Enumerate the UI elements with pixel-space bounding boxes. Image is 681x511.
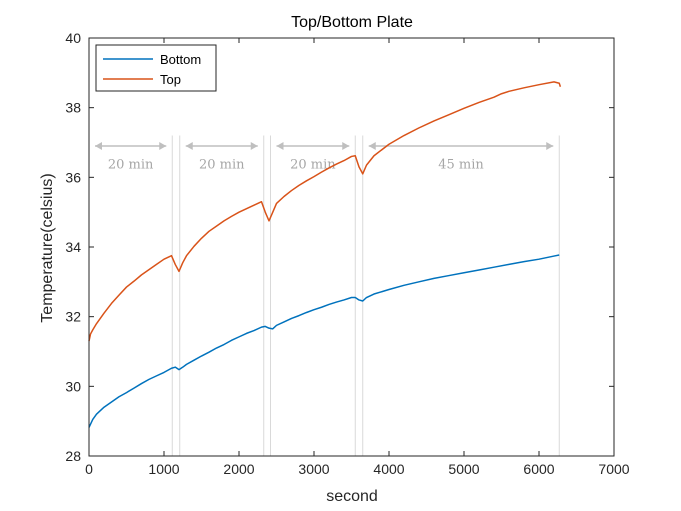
- annotation-arrowhead-right-3: [342, 141, 350, 150]
- x-tick-label: 1000: [148, 461, 179, 477]
- annotation-arrowhead-left-3: [276, 141, 284, 150]
- legend-label-top: Top: [160, 72, 181, 87]
- x-tick-label: 5000: [448, 461, 479, 477]
- y-tick-label: 40: [65, 30, 81, 46]
- annotation-arrowhead-left-4: [368, 141, 376, 150]
- annotation-arrowhead-left-2: [185, 141, 193, 150]
- x-tick-label: 4000: [373, 461, 404, 477]
- x-axis-title: second: [326, 488, 378, 505]
- x-tick-label: 2000: [223, 461, 254, 477]
- annotation-label-4: 45 min: [438, 157, 484, 172]
- y-axis-title: Temperature(celsius): [39, 173, 56, 322]
- plot-area: 20 min 20 min 20 min 45 min 0 1000 2000 3000 400…: [65, 30, 629, 477]
- legend-box: [95, 44, 217, 92]
- annotation-arrowhead-right-4: [546, 141, 554, 150]
- x-tick-label: 6000: [523, 461, 554, 477]
- x-tick-label: 3000: [298, 461, 329, 477]
- y-tick-label: 28: [65, 448, 81, 464]
- y-tick-label: 34: [65, 239, 81, 255]
- series-line-bottom: [88, 254, 560, 428]
- y-tick-label: 32: [65, 309, 81, 325]
- annotation-label-3: 20 min: [290, 157, 336, 172]
- annotation-arrowhead-left-1: [95, 141, 102, 150]
- annotation-arrowhead-right-1: [159, 141, 167, 150]
- legend-label-bottom: Bottom: [160, 52, 201, 67]
- chart-title: Top/Bottom Plate: [291, 14, 413, 31]
- annotation-arrowhead-right-2: [250, 141, 258, 150]
- annotation-label-1: 20 min: [108, 157, 154, 172]
- x-tick-label: 0: [85, 461, 93, 477]
- y-tick-label: 36: [65, 169, 81, 185]
- y-tick-label: 38: [65, 100, 81, 116]
- y-tick-label: 30: [65, 378, 81, 394]
- annotation-label-2: 20 min: [199, 157, 245, 172]
- x-tick-label: 7000: [598, 461, 629, 477]
- series-line-top: [88, 81, 562, 342]
